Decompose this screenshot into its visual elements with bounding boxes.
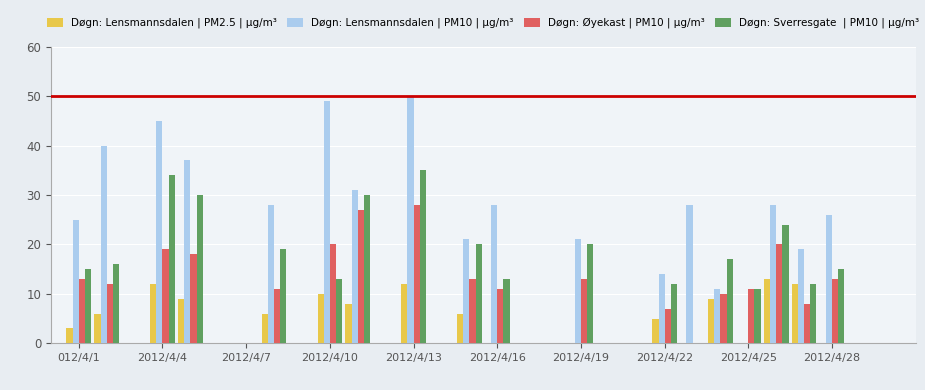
Bar [581, 279, 587, 343]
Bar [792, 284, 798, 343]
Bar [832, 279, 838, 343]
Bar [280, 249, 287, 343]
Bar [330, 245, 336, 343]
Bar [798, 249, 804, 343]
Bar [358, 210, 364, 343]
Bar [810, 284, 817, 343]
Bar [179, 299, 184, 343]
Bar [346, 304, 352, 343]
Bar [274, 289, 280, 343]
Bar [268, 205, 274, 343]
Bar [420, 170, 426, 343]
Bar [85, 269, 91, 343]
Bar [826, 215, 832, 343]
Bar [727, 259, 733, 343]
Bar [748, 289, 755, 343]
Bar [324, 101, 330, 343]
Bar [665, 308, 671, 343]
Bar [317, 294, 324, 343]
Bar [163, 249, 168, 343]
Bar [101, 145, 106, 343]
Bar [336, 279, 342, 343]
Bar [352, 190, 358, 343]
Bar [709, 299, 714, 343]
Bar [503, 279, 510, 343]
Bar [659, 274, 665, 343]
Bar [475, 245, 482, 343]
Bar [771, 205, 776, 343]
Bar [401, 284, 407, 343]
Bar [191, 254, 196, 343]
Bar [113, 264, 119, 343]
Bar [721, 294, 727, 343]
Bar [574, 239, 581, 343]
Bar [67, 328, 73, 343]
Bar [587, 245, 593, 343]
Bar [714, 289, 721, 343]
Bar [457, 314, 463, 343]
Bar [463, 239, 469, 343]
Bar [106, 284, 113, 343]
Bar [776, 245, 783, 343]
Bar [196, 195, 203, 343]
Bar [764, 279, 771, 343]
Bar [783, 225, 788, 343]
Bar [652, 319, 659, 343]
Bar [407, 96, 413, 343]
Bar [262, 314, 268, 343]
Bar [686, 205, 693, 343]
Bar [671, 284, 677, 343]
Bar [94, 314, 101, 343]
Legend: Døgn: Lensmannsdalen | PM2.5 | µg/m³, Døgn: Lensmannsdalen | PM10 | µg/m³, Døgn:: Døgn: Lensmannsdalen | PM2.5 | µg/m³, Dø… [43, 14, 923, 32]
Bar [838, 269, 845, 343]
Bar [156, 121, 163, 343]
Bar [73, 220, 79, 343]
Bar [804, 304, 810, 343]
Bar [150, 284, 156, 343]
Bar [168, 175, 175, 343]
Bar [491, 205, 498, 343]
Bar [498, 289, 503, 343]
Bar [755, 289, 760, 343]
Bar [413, 205, 420, 343]
Bar [79, 279, 85, 343]
Bar [364, 195, 370, 343]
Bar [469, 279, 475, 343]
Bar [184, 160, 191, 343]
